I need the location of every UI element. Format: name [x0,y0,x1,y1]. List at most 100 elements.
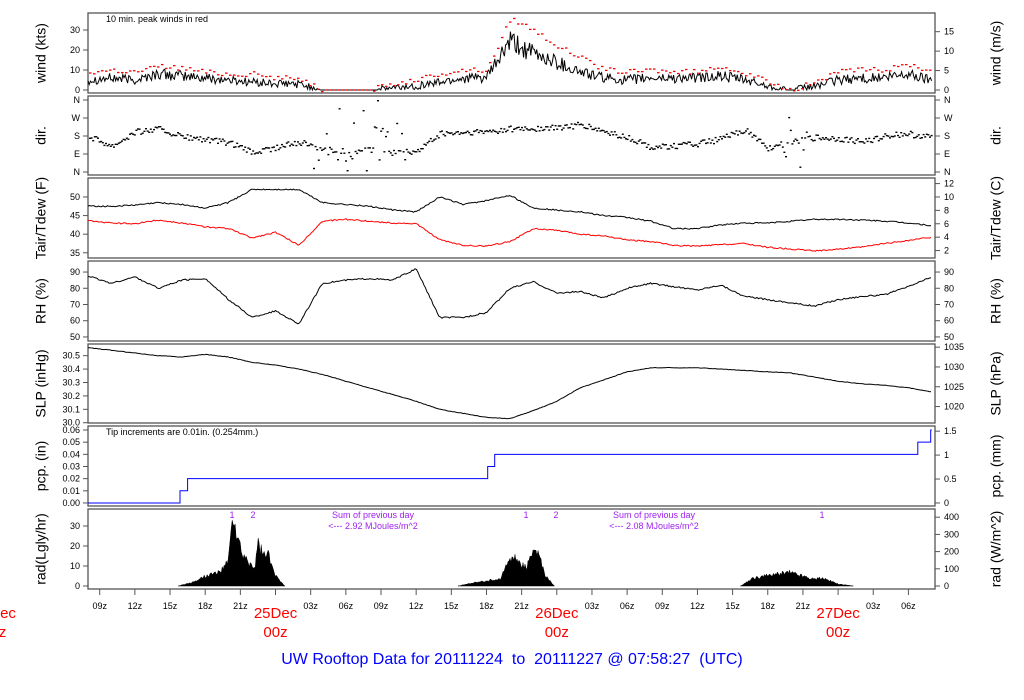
y-tick-label-left: E [74,149,80,159]
wind-direction-point [785,156,787,158]
wind-direction-point [700,140,703,142]
y-tick-label-left: 0.02 [62,474,80,484]
wind-direction-point [701,139,704,141]
wind-direction-point [564,124,567,126]
wind-direction-point [665,144,667,146]
wind-direction-point [557,125,560,127]
wind-direction-point [361,150,363,152]
date-hour-label: 00z [545,624,569,641]
wind-direction-point [857,138,859,140]
wind-direction-point [626,138,629,141]
wind-direction-point [242,149,245,151]
wind-direction-point [730,131,733,134]
wind-direction-point [495,131,498,133]
wind-direction-point [322,148,325,151]
wind-direction-point [333,151,336,153]
wind-direction-point [181,135,184,137]
wind-direction-point [335,151,338,153]
wind-direction-point [463,132,466,134]
wind-direction-point [292,144,295,146]
wind-direction-point [236,142,239,144]
panel-pcp [83,425,940,507]
solar-radiation-area-day-1 [178,520,286,587]
y-tick-label-left: 80 [70,283,80,293]
wind-direction-point [405,148,408,151]
y-tick-label-left: 30.1 [62,404,80,414]
wind-direction-point [404,159,407,161]
y-tick-label-right: 100 [944,564,959,574]
wind-direction-point [741,132,744,135]
wind-direction-point [338,108,341,110]
panel-frame [87,425,936,507]
x-tick-label: 06z [901,601,916,611]
wind-direction-point [197,139,200,141]
wind-direction-point [481,130,483,132]
wind-direction-point [585,127,587,130]
wind-direction-point [105,142,107,145]
wind-direction-point [127,138,130,140]
wind-direction-point [458,133,461,135]
wind-direction-point [609,134,611,136]
wind-direction-point [639,139,642,141]
wind-direction-point [164,131,167,134]
wind-direction-point [285,142,288,144]
wind-direction-point [207,136,210,139]
wind-direction-point [337,159,339,161]
wind-direction-point [762,142,765,144]
wind-direction-point [196,136,199,138]
wind-direction-point [351,158,354,160]
y-tick-label-right: 70 [944,299,954,309]
time-axis [99,589,909,595]
wind-direction-point [689,141,691,143]
wind-direction-point [169,133,171,135]
wind-direction-point [577,121,579,124]
wind-direction-point [313,167,315,170]
wind-direction-point [618,136,621,138]
wind-direction-point [369,147,371,149]
wind-direction-point [113,146,115,148]
wind-direction-point [823,138,826,140]
wind-direction-point [165,132,168,134]
y-tick-label-right: 0.5 [944,474,957,484]
wind-direction-point [898,136,901,138]
panel-frame [87,177,936,259]
wind-direction-point [252,150,255,152]
wind-direction-point [655,145,658,147]
wind-direction-point [469,134,472,136]
wind-direction-point [525,128,528,130]
wind-direction-point [317,159,320,161]
wind-direction-point [436,135,439,137]
wind-direction-point [788,116,791,119]
wind-direction-point [92,140,95,142]
wind-direction-point [391,154,394,156]
wind-direction-point [924,136,927,138]
wind-direction-point [887,135,890,137]
wind-direction-point [703,139,706,141]
x-tick-label: 21z [233,601,248,611]
wind-direction-point [725,133,728,135]
wind-direction-point [202,138,205,140]
y-tick-label-left: 35 [70,248,80,258]
wind-direction-point [212,139,215,141]
y-tick-label-right: E [944,149,950,159]
wind-direction-point [687,141,690,143]
wind-direction-point [282,145,285,148]
wind-direction-point [535,130,538,132]
y-tick-label-right: 0 [944,85,949,95]
wind-direction-point [705,142,707,145]
y-tick-label-right: 1020 [944,402,964,412]
wind-direction-point [397,150,400,152]
wind-direction-point [319,147,322,149]
wind-direction-point [732,132,735,134]
y-tick-label-left: 20 [70,541,80,551]
wind-direction-point [226,142,229,144]
y-tick-label-left: 60 [70,316,80,326]
wind-direction-point [229,140,232,143]
wind-direction-point [137,128,139,130]
wind-direction-point [882,135,885,138]
wind-direction-point [516,127,519,129]
wind-direction-point [420,148,423,150]
panel-frame [87,95,936,176]
wind-direction-point [911,131,914,134]
wind-direction-point [637,140,640,142]
